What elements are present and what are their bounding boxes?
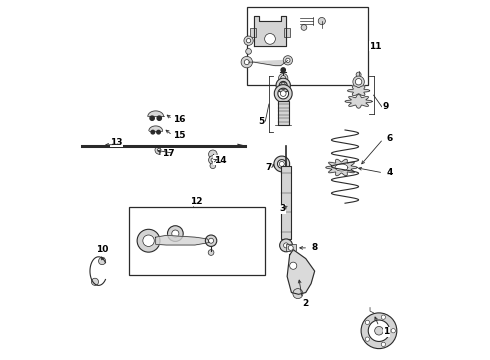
- Polygon shape: [254, 16, 286, 46]
- Text: 3: 3: [279, 204, 286, 213]
- Text: 15: 15: [172, 131, 185, 140]
- Text: 9: 9: [383, 102, 389, 111]
- Circle shape: [361, 313, 397, 348]
- Circle shape: [301, 24, 307, 30]
- Text: 17: 17: [162, 149, 174, 158]
- Text: 11: 11: [369, 41, 382, 50]
- Text: 14: 14: [214, 156, 226, 165]
- Circle shape: [168, 226, 183, 242]
- Polygon shape: [347, 86, 369, 95]
- Polygon shape: [326, 159, 357, 176]
- Bar: [278, 102, 289, 125]
- Circle shape: [205, 235, 217, 247]
- Circle shape: [375, 327, 383, 335]
- Circle shape: [281, 83, 286, 88]
- Circle shape: [208, 249, 214, 255]
- Text: 7: 7: [265, 163, 271, 172]
- Circle shape: [137, 229, 160, 252]
- Circle shape: [246, 39, 251, 43]
- Circle shape: [290, 262, 297, 269]
- Circle shape: [365, 320, 369, 324]
- Text: 10: 10: [96, 245, 108, 254]
- Polygon shape: [287, 249, 315, 294]
- Text: 2: 2: [303, 299, 309, 308]
- Circle shape: [209, 238, 214, 243]
- Circle shape: [143, 235, 154, 247]
- Circle shape: [157, 130, 160, 134]
- Circle shape: [241, 57, 252, 68]
- Circle shape: [92, 278, 98, 285]
- Circle shape: [244, 36, 253, 45]
- Text: 5: 5: [258, 117, 264, 126]
- Bar: [129, 207, 265, 275]
- Bar: [284, 28, 290, 37]
- Circle shape: [381, 315, 386, 319]
- Circle shape: [209, 150, 217, 158]
- Circle shape: [155, 146, 164, 154]
- Circle shape: [288, 246, 293, 250]
- Circle shape: [279, 161, 284, 166]
- Circle shape: [280, 239, 293, 252]
- Circle shape: [265, 33, 275, 44]
- Circle shape: [157, 148, 161, 152]
- Circle shape: [211, 158, 215, 162]
- Circle shape: [281, 68, 285, 72]
- Polygon shape: [148, 111, 164, 116]
- Circle shape: [151, 130, 155, 134]
- Text: 8: 8: [312, 243, 318, 252]
- Polygon shape: [156, 235, 209, 245]
- Text: 1: 1: [383, 327, 389, 336]
- Text: 4: 4: [387, 168, 393, 177]
- Circle shape: [210, 163, 216, 168]
- Circle shape: [391, 329, 395, 333]
- Circle shape: [157, 116, 161, 120]
- Circle shape: [209, 156, 217, 164]
- Circle shape: [98, 257, 106, 265]
- Polygon shape: [149, 126, 163, 131]
- Circle shape: [283, 56, 293, 65]
- Circle shape: [172, 230, 179, 237]
- Bar: [281, 166, 292, 239]
- Bar: [247, 7, 368, 85]
- Circle shape: [150, 116, 154, 120]
- Text: 12: 12: [191, 197, 203, 206]
- Text: 6: 6: [387, 134, 393, 143]
- Circle shape: [318, 18, 325, 24]
- Polygon shape: [345, 95, 372, 108]
- Circle shape: [286, 58, 290, 63]
- Circle shape: [365, 337, 369, 341]
- Circle shape: [245, 49, 251, 54]
- Circle shape: [356, 72, 361, 77]
- Circle shape: [280, 91, 286, 96]
- Circle shape: [368, 320, 390, 342]
- Bar: [286, 244, 296, 251]
- Circle shape: [381, 342, 386, 346]
- Circle shape: [284, 243, 289, 248]
- Text: 16: 16: [172, 115, 185, 124]
- Polygon shape: [248, 60, 288, 66]
- Polygon shape: [335, 164, 348, 171]
- Circle shape: [293, 289, 303, 298]
- Text: 13: 13: [110, 138, 122, 147]
- Circle shape: [245, 60, 249, 64]
- Bar: [250, 28, 256, 37]
